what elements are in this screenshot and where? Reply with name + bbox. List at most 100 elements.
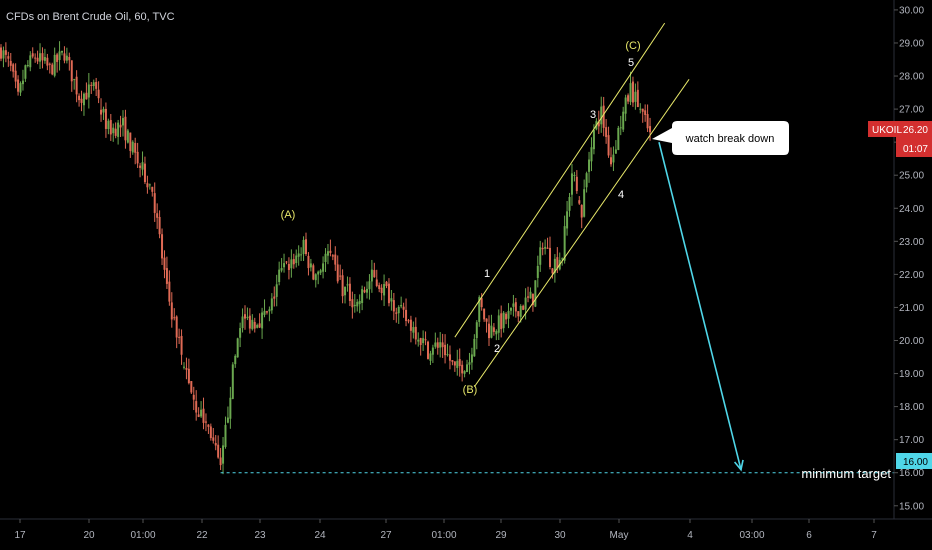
candle-body <box>119 124 122 128</box>
candle-body <box>329 250 332 253</box>
time-tick-label: 24 <box>314 530 326 541</box>
candle-body <box>280 268 283 271</box>
candle-body <box>170 302 173 320</box>
price-tick-label: 27.00 <box>899 105 924 116</box>
candle-body <box>168 281 171 302</box>
price-tick-label: 20.00 <box>899 336 924 347</box>
candle-body <box>302 239 305 255</box>
candle-body <box>356 301 359 307</box>
candle-body <box>229 397 232 419</box>
candle-body <box>151 186 154 192</box>
price-tick-label: 15.00 <box>899 501 924 512</box>
candle-body <box>65 55 68 61</box>
price-badge-bg <box>868 121 932 137</box>
candle-body <box>175 316 178 338</box>
candle-body <box>97 89 100 99</box>
candle-body <box>446 354 449 356</box>
candle-body <box>488 323 490 339</box>
candle-body <box>456 360 459 368</box>
candle-body <box>146 183 149 188</box>
candle-body <box>517 311 520 317</box>
candle-body <box>80 98 83 103</box>
candle-body <box>85 92 88 100</box>
price-axis[interactable]: 30.0029.0028.0027.0026.0025.0024.0023.00… <box>894 5 924 512</box>
candle-body <box>136 151 139 164</box>
candle-body <box>507 310 510 319</box>
candle-body <box>51 64 54 75</box>
candle-body <box>248 315 251 329</box>
candle-body <box>409 319 412 331</box>
candle-body <box>307 255 310 269</box>
price-tick-label: 22.00 <box>899 270 924 281</box>
candle-body <box>256 325 259 328</box>
time-tick-label: 4 <box>687 530 693 541</box>
price-tick-label: 18.00 <box>899 402 924 413</box>
candle-body <box>339 275 342 277</box>
price-tick-label: 23.00 <box>899 237 924 248</box>
candle-body <box>561 258 564 260</box>
time-tick-label: 01:00 <box>431 530 456 541</box>
watch-breakdown-callout[interactable]: watch break down <box>652 121 789 155</box>
candle-body <box>536 265 539 278</box>
candle-body <box>363 290 366 293</box>
candle-body <box>614 149 617 154</box>
candle-body <box>114 128 117 136</box>
wave-label-1: 1 <box>484 268 490 280</box>
candle-body <box>7 56 10 59</box>
candle-body <box>207 424 210 427</box>
candle-body <box>646 114 649 129</box>
time-axis[interactable]: 17 20 01:00 22 23 24 27 01:00 29 30 May 4 03:00 6 7 <box>14 519 877 541</box>
time-tick-label: 01:00 <box>130 530 155 541</box>
candle-body <box>468 362 471 365</box>
wave-label-2: 2 <box>494 343 500 355</box>
candle-body <box>551 268 554 274</box>
candle-body <box>417 339 420 342</box>
candle-body <box>251 319 254 330</box>
candle-body <box>475 322 478 339</box>
candle-body <box>370 269 373 282</box>
candle-body <box>185 368 188 370</box>
candle-body <box>61 50 63 53</box>
candle-body <box>522 305 525 310</box>
candle-body <box>341 275 344 297</box>
candle-body <box>39 53 42 62</box>
candle-body <box>56 54 59 62</box>
channel-lower-line <box>473 79 690 388</box>
candle-body <box>212 437 215 441</box>
candle-body <box>568 197 571 211</box>
candle-body <box>617 128 620 150</box>
candle-body <box>200 409 203 417</box>
candle-body <box>161 234 164 259</box>
wave-label-4: 4 <box>618 189 624 201</box>
candle-body <box>190 381 193 393</box>
candle-body <box>70 60 73 82</box>
candle-body <box>422 338 425 344</box>
candle-body <box>575 176 578 192</box>
candle-body <box>95 82 98 89</box>
candle-body <box>400 304 403 307</box>
price-tick-label: 16.00 <box>899 468 924 479</box>
candle-body <box>73 79 76 81</box>
candle-body <box>346 284 349 286</box>
time-tick-label: 6 <box>806 530 812 541</box>
price-tick-label: 19.00 <box>899 369 924 380</box>
candle-body <box>453 361 456 366</box>
candle-body <box>158 216 161 235</box>
candle-body <box>531 293 534 306</box>
target-price-badge[interactable]: 16.00 <box>896 453 932 469</box>
candle-body <box>112 127 115 134</box>
candle-body <box>36 57 39 62</box>
wave-label-B: (B) <box>463 384 478 396</box>
candle-body <box>178 336 181 338</box>
candle-body <box>441 342 444 348</box>
current-price-badge[interactable]: UKOIL 26.20 01:07 <box>868 121 932 157</box>
candle-body <box>326 251 329 256</box>
candle-body <box>334 254 337 265</box>
time-tick-label: 30 <box>554 530 566 541</box>
candle-body <box>331 255 334 257</box>
candle-body <box>622 111 625 130</box>
candle-body <box>490 325 493 338</box>
candle-body <box>470 354 473 363</box>
candle-body <box>109 120 112 135</box>
